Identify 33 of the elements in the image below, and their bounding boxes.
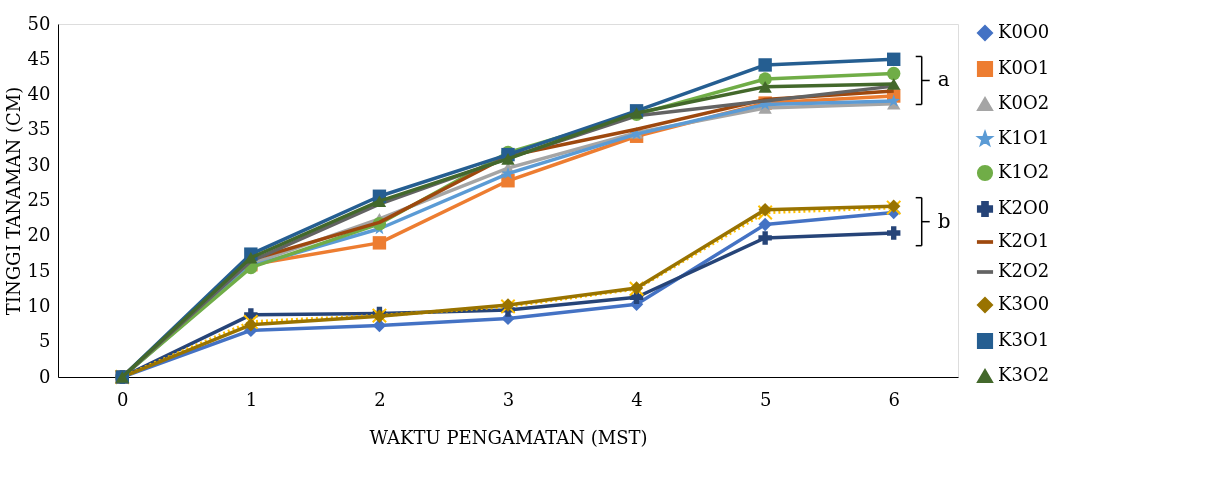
x-tick-label: 4 (631, 388, 643, 410)
y-tick-label: 10 (27, 294, 51, 316)
legend-label: K3O2 (998, 364, 1050, 385)
x-tick-label: 6 (888, 388, 900, 410)
y-axis-title: TINGGI TANAMAN (CM) (2, 86, 24, 316)
y-tick-label: 45 (27, 47, 51, 69)
y-tick-label: 35 (27, 118, 51, 140)
legend-label: K2O1 (998, 230, 1050, 251)
y-tick-label: 20 (27, 224, 51, 246)
legend-label: K0O2 (998, 92, 1050, 113)
y-tick-label: 40 (27, 83, 51, 105)
annotation: a (937, 67, 950, 92)
x-tick-label: 5 (759, 388, 772, 410)
y-tick-label: 50 (27, 12, 51, 34)
x-tick-label: 2 (374, 388, 386, 410)
legend-label: K1O1 (998, 127, 1050, 148)
x-axis-title: WAKTU PENGAMATAN (MST) (369, 426, 648, 448)
x-tick-label: 3 (502, 388, 515, 410)
y-tick-label: 15 (27, 259, 51, 281)
x-tick-label: 1 (245, 388, 258, 410)
legend-label: K2O2 (998, 260, 1050, 281)
y-tick-label: 0 (39, 365, 51, 387)
y-tick-label: 5 (39, 330, 51, 352)
x-tick-label: 0 (117, 388, 129, 410)
legend-label: K0O1 (998, 57, 1050, 78)
legend-label: K0O0 (998, 21, 1050, 42)
legend-label: K1O2 (998, 161, 1050, 182)
y-tick-label: 25 (27, 189, 51, 210)
y-tick-label: 30 (27, 153, 51, 175)
legend-label: K2O0 (998, 197, 1050, 218)
annotation: b (937, 208, 951, 233)
legend-label: K3O0 (998, 293, 1050, 314)
legend-label: K3O1 (998, 329, 1050, 350)
